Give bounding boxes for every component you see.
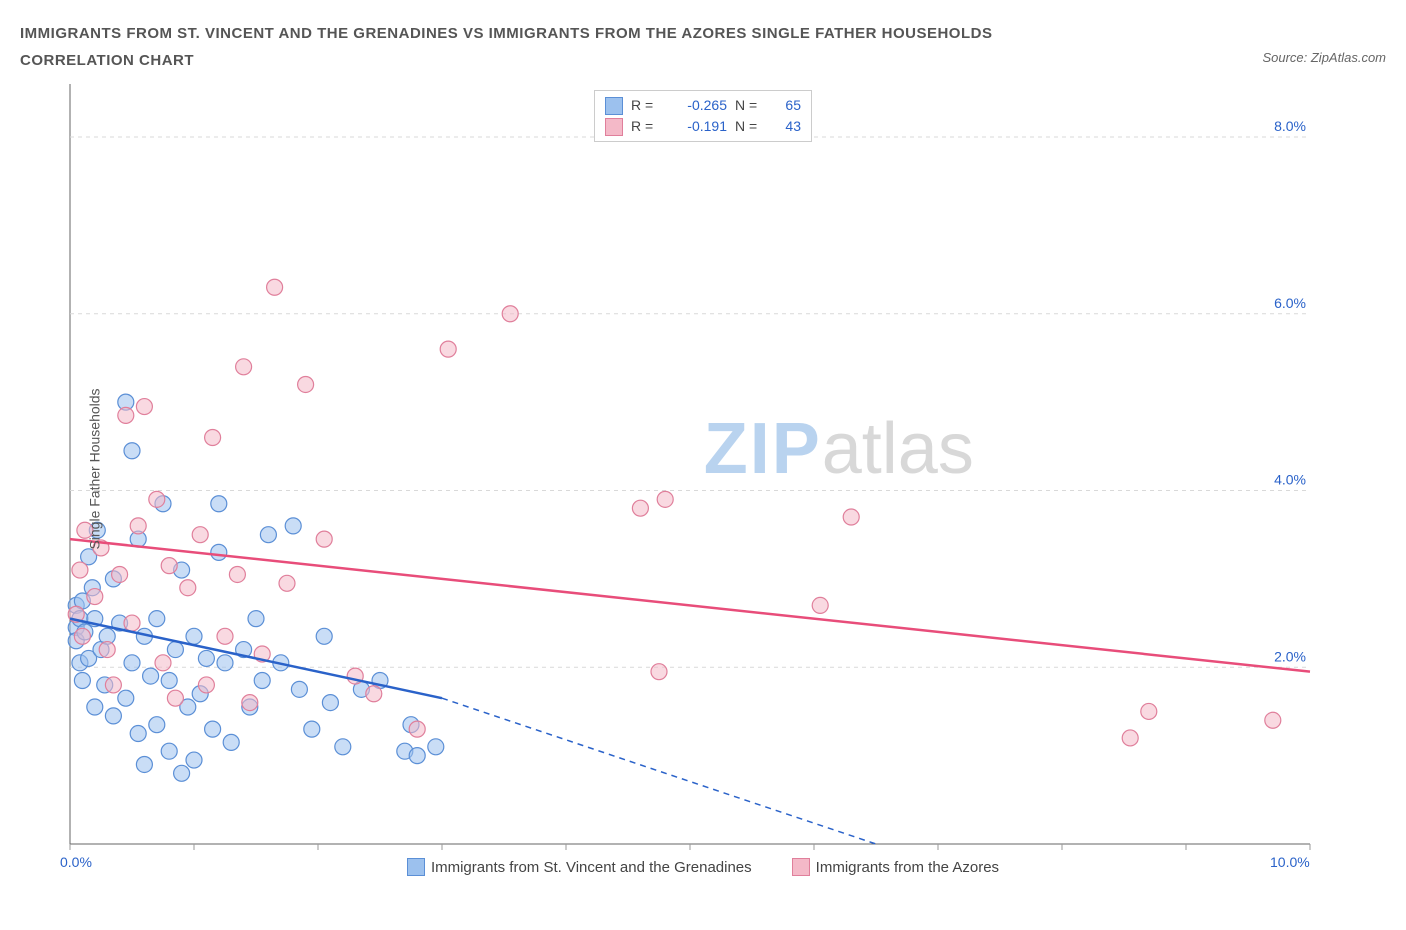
legend-label-azores: Immigrants from the Azores [816, 859, 999, 876]
y-axis-label: Single Father Households [87, 388, 103, 549]
svg-text:8.0%: 8.0% [1274, 118, 1306, 134]
x-axis-max-label: 10.0% [1270, 854, 1310, 870]
n-value-svg: 65 [771, 95, 801, 116]
legend-row-svg: R = -0.265 N = 65 [605, 95, 801, 116]
swatch-svg [605, 97, 623, 115]
legend-row-azores: R = -0.191 N = 43 [605, 116, 801, 137]
n-value-azores: 43 [771, 116, 801, 137]
n-label: N = [735, 95, 763, 116]
r-value-svg: -0.265 [667, 95, 727, 116]
swatch-azores [792, 858, 810, 876]
svg-text:2.0%: 2.0% [1274, 648, 1306, 664]
scatter-plot: 2.0% 4.0% 6.0% 8.0% [20, 84, 1320, 854]
legend-item-svg: Immigrants from St. Vincent and the Gren… [407, 858, 752, 876]
svg-text:6.0%: 6.0% [1274, 295, 1306, 311]
correlation-legend: R = -0.265 N = 65 R = -0.191 N = 43 [594, 90, 812, 142]
n-label: N = [735, 116, 763, 137]
swatch-svg [407, 858, 425, 876]
legend-label-svg: Immigrants from St. Vincent and the Gren… [431, 859, 752, 876]
r-label: R = [631, 116, 659, 137]
r-label: R = [631, 95, 659, 116]
chart-title: IMMIGRANTS FROM ST. VINCENT AND THE GREN… [20, 20, 992, 74]
chart-area: Single Father Households 2.0% 4.0% 6.0% 8.0… [20, 84, 1386, 854]
series-legend: Immigrants from St. Vincent and the Gren… [20, 858, 1386, 876]
legend-item-azores: Immigrants from the Azores [792, 858, 999, 876]
title-line1: IMMIGRANTS FROM ST. VINCENT AND THE GREN… [20, 25, 992, 42]
header-row: IMMIGRANTS FROM ST. VINCENT AND THE GREN… [20, 20, 1386, 74]
r-value-azores: -0.191 [667, 116, 727, 137]
svg-text:4.0%: 4.0% [1274, 472, 1306, 488]
title-line2: CORRELATION CHART [20, 52, 194, 69]
source-attribution: Source: ZipAtlas.com [1262, 50, 1386, 65]
x-axis-min-label: 0.0% [60, 854, 92, 870]
swatch-azores [605, 118, 623, 136]
